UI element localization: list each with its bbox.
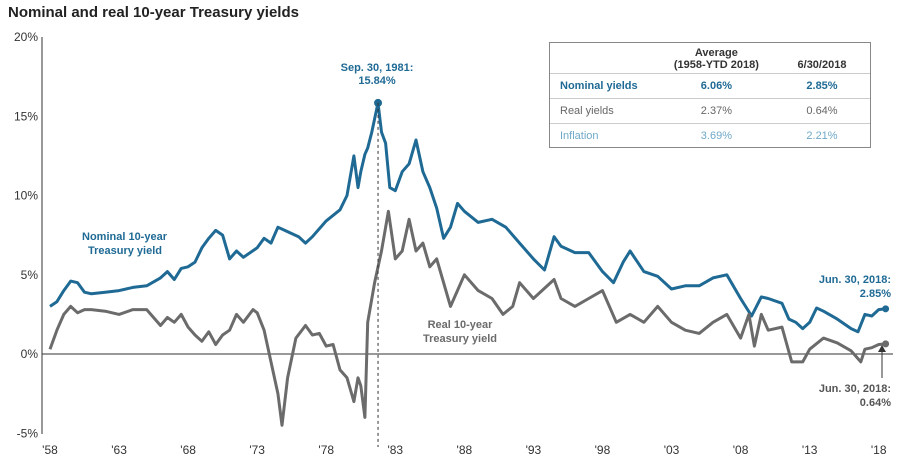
real-end-annotation-line1: Jun. 30, 2018:	[819, 383, 891, 395]
x-tick-label: '58	[42, 443, 58, 457]
x-tick-label: '83	[387, 443, 403, 457]
table-header-current: 6/30/2018	[797, 59, 847, 71]
table-header-empty	[550, 43, 659, 74]
x-tick-label: '78	[318, 443, 334, 457]
nominal-series-label-line1: Nominal 10-year	[82, 231, 168, 243]
y-tick-label: 5%	[21, 268, 39, 282]
x-tick-label: '98	[595, 443, 611, 457]
real-series-label-line2: Treasury yield	[423, 333, 497, 345]
peak-annotation-line1: Sep. 30, 1981:	[341, 62, 414, 74]
x-tick-labels: '58 '63 '68 '73 '78 '83 '88 '93 '98 '03 '08 '13 '18	[42, 443, 887, 457]
table-header-average-line2: (1958-YTD 2018)	[673, 59, 759, 71]
table-row: Real yields 2.37% 0.64%	[550, 98, 870, 124]
nominal-end-annotation-line2: 2.85%	[860, 288, 891, 300]
summary-table: Average (1958-YTD 2018) 6/30/2018 Nomina…	[549, 42, 871, 148]
nominal-series-label-line2: Treasury yield	[88, 245, 162, 257]
y-tick-label: 15%	[14, 109, 38, 123]
x-tick-label: '63	[111, 443, 127, 457]
peak-annotation-line2: 15.84%	[358, 75, 396, 87]
row-current: 2.21%	[773, 123, 870, 148]
x-tick-label: '13	[802, 443, 818, 457]
chart-title: Nominal and real 10-year Treasury yields	[8, 4, 299, 21]
real-series-line	[48, 209, 886, 427]
row-current: 2.85%	[773, 73, 870, 99]
nominal-series-line	[49, 101, 886, 334]
real-series-label-line1: Real 10-year	[428, 319, 494, 331]
x-tick-label: '73	[249, 443, 265, 457]
row-average: 3.69%	[658, 123, 774, 148]
axes	[41, 37, 893, 434]
y-tick-label: 20%	[14, 30, 38, 44]
y-tick-label: 0%	[21, 347, 39, 361]
x-tick-label: '88	[457, 443, 473, 457]
row-current: 0.64%	[773, 98, 870, 124]
y-tick-label: 10%	[14, 189, 38, 203]
row-average: 6.06%	[658, 73, 774, 99]
x-tick-label: '18	[871, 443, 887, 457]
x-tick-label: '68	[180, 443, 196, 457]
x-tick-label: '08	[733, 443, 749, 457]
row-label: Nominal yields	[550, 73, 659, 99]
nominal-end-annotation-line1: Jun. 30, 2018:	[819, 274, 891, 286]
table-row: Nominal yields 6.06% 2.85%	[550, 73, 870, 99]
nominal-end-point	[882, 305, 890, 313]
x-tick-label: '03	[664, 443, 680, 457]
real-end-point	[882, 340, 890, 348]
y-tick-labels: 20% 15% 10% 5% 0% -5%	[14, 30, 38, 440]
real-end-arrowhead	[878, 345, 886, 352]
row-label: Inflation	[550, 123, 659, 148]
table-header-average: Average (1958-YTD 2018)	[659, 43, 774, 74]
table-header-average-line1: Average	[694, 47, 738, 59]
table-row: Inflation 3.69% 2.21%	[550, 123, 870, 148]
y-tick-label: -5%	[17, 426, 39, 440]
row-average: 2.37%	[658, 98, 774, 124]
real-end-annotation-line2: 0.64%	[860, 397, 891, 409]
x-tick-label: '93	[526, 443, 542, 457]
row-label: Real yields	[550, 98, 659, 124]
